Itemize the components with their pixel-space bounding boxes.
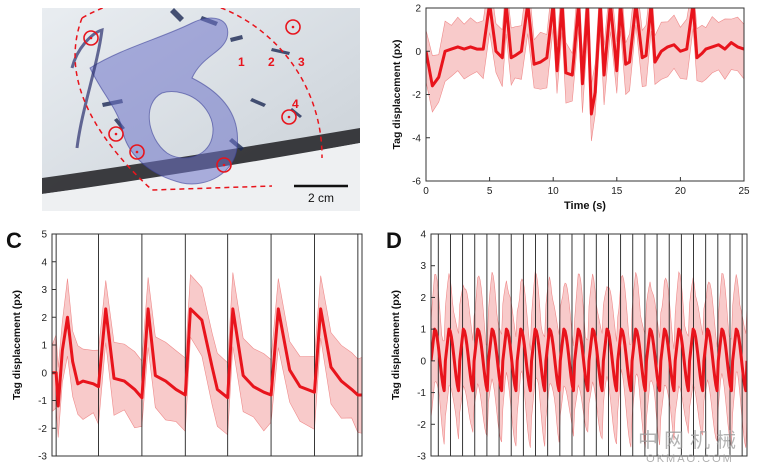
y-tick-label: -4 bbox=[412, 133, 421, 144]
panel-c: -3 -2 -1 0 1 2 3 4 5 Tag displacement (px) bbox=[8, 228, 368, 468]
y-tick-label: -1 bbox=[417, 388, 426, 399]
region-label-3: 3 bbox=[298, 55, 305, 69]
y-tick-label: -6 bbox=[412, 177, 421, 188]
x-tick-label: 10 bbox=[548, 186, 560, 197]
y-tick-label: 5 bbox=[41, 230, 47, 241]
y-tick-label: 2 bbox=[420, 293, 426, 304]
region-label-1: 1 bbox=[238, 55, 245, 69]
y-tick-label: 0 bbox=[420, 356, 426, 367]
chart-d: -3 -2 -1 0 1 2 3 4 Tag displacement (px) bbox=[390, 230, 748, 463]
y-axis-label: Tag displacement (px) bbox=[11, 290, 23, 400]
mean-line bbox=[426, 8, 744, 116]
y-tick-label: 2 bbox=[415, 4, 421, 15]
y-tick-label: 0 bbox=[415, 47, 421, 58]
y-tick-label: 4 bbox=[41, 257, 47, 268]
uncertainty-band bbox=[426, 8, 744, 142]
mean-line bbox=[52, 307, 362, 408]
x-axis-label: Time (s) bbox=[564, 200, 606, 212]
x-tick-label: 5 bbox=[487, 186, 493, 197]
panel-a-photo: 1 2 3 4 2 cm bbox=[42, 0, 360, 211]
plot-frame bbox=[430, 233, 748, 457]
y-tick-label: 4 bbox=[420, 230, 426, 241]
tissue-overlay bbox=[89, 17, 238, 185]
panel-c-letter: C bbox=[6, 228, 22, 253]
uncertainty-band bbox=[52, 272, 362, 438]
region-label-2: 2 bbox=[268, 55, 275, 69]
panel-d: -3 -2 -1 0 1 2 3 4 Tag displacement (px) bbox=[383, 228, 753, 468]
y-tick-label: 3 bbox=[41, 285, 47, 296]
panel-b: -6 -4 -2 0 2 0 5 10 15 20 25 Time (s) Tag displaceme… bbox=[378, 0, 753, 220]
x-tick-label: 0 bbox=[423, 186, 429, 197]
chart-c: -3 -2 -1 0 1 2 3 4 5 Tag displacement (px) bbox=[11, 230, 363, 463]
y-tick-label: 1 bbox=[420, 325, 426, 336]
y-axis-label: Tag displacement (px) bbox=[391, 39, 403, 149]
y-tick-label: -2 bbox=[38, 424, 47, 435]
tag-markers bbox=[83, 19, 301, 173]
y-axis-label: Tag displacement (px) bbox=[390, 290, 402, 400]
region-label-4: 4 bbox=[292, 97, 299, 111]
y-tick-label: -2 bbox=[417, 420, 426, 431]
mean-line bbox=[431, 327, 747, 393]
panel-a-illustration: 1 2 3 4 2 cm bbox=[42, 0, 360, 211]
watermark-en: OKMAO.COM bbox=[646, 453, 734, 465]
y-tick-label: 0 bbox=[41, 368, 47, 379]
y-tick-label: -1 bbox=[38, 396, 47, 407]
y-tick-label: 2 bbox=[41, 313, 47, 324]
y-tick-label: -2 bbox=[412, 90, 421, 101]
tissue-edge bbox=[70, 27, 104, 149]
x-tick-label: 20 bbox=[675, 186, 687, 197]
x-tick-label: 15 bbox=[611, 186, 623, 197]
y-tick-label: 1 bbox=[41, 341, 47, 352]
watermark-cn: 中网机械 bbox=[638, 430, 742, 452]
y-tick-label: -3 bbox=[38, 452, 47, 463]
watermark: 中网机械 OKMAO.COM bbox=[638, 424, 742, 465]
y-tick-label: -3 bbox=[417, 452, 426, 463]
scale-bar-label: 2 cm bbox=[308, 191, 334, 205]
x-tick-label: 25 bbox=[738, 186, 750, 197]
panel-d-letter: D bbox=[386, 228, 402, 253]
dashed-boundary-left bbox=[74, 17, 273, 191]
y-tick-label: 3 bbox=[420, 261, 426, 272]
